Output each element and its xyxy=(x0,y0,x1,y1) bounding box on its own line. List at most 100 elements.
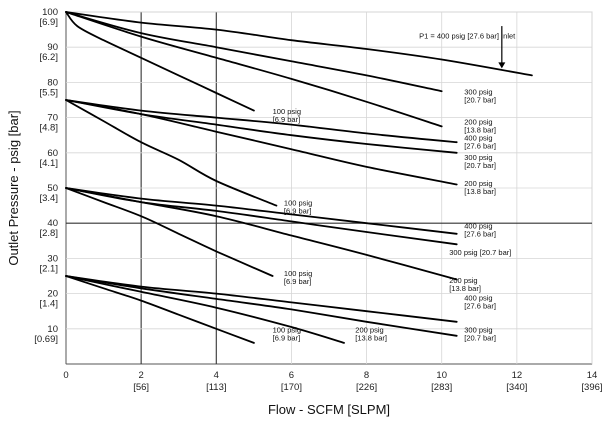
curve-label-line: 200 psig xyxy=(449,276,477,285)
curve-label-line: [20.7 bar] xyxy=(464,161,496,170)
curve-label-line: 300 psig xyxy=(464,325,492,334)
series-line xyxy=(65,99,278,207)
curve-label-line: P1 = 400 psig [27.6 bar] Inlet xyxy=(419,31,516,40)
x-tick-sublabel: [226] xyxy=(356,382,377,393)
y-tick-sublabel: [3.4] xyxy=(40,193,59,204)
x-axis-ticks: 0 2[56] 4[113] 6[170] 8[226] 10[283] 12[340] 14… xyxy=(63,370,602,393)
curve-label-line: [6.9 bar] xyxy=(284,207,312,216)
curve-label-line: 100 psig xyxy=(273,107,301,116)
curve-label-line: [6.9 bar] xyxy=(273,333,301,342)
y-tick-label: 90 xyxy=(47,42,58,53)
curve-label: 200 psig [13.8 bar] xyxy=(464,118,496,135)
y-tick-label: 10 xyxy=(47,324,58,335)
x-tick-label: 2 xyxy=(138,370,143,381)
curve-label-line: 200 psig xyxy=(355,325,383,334)
y-tick-sublabel: [0.69] xyxy=(34,334,58,345)
y-tick-label: 40 xyxy=(47,218,58,229)
curve-label: 200 psig [13.8 bar] xyxy=(355,325,387,342)
curve-label: 100 psig [6.9 bar] xyxy=(284,269,312,286)
series-line xyxy=(65,275,458,337)
curve-label-line: [6.9 bar] xyxy=(284,277,312,286)
y-tick-label: 100 xyxy=(42,7,58,18)
curve-label-line: 200 psig xyxy=(464,179,492,188)
y-tick-sublabel: [4.1] xyxy=(40,158,59,169)
x-tick-sublabel: [56] xyxy=(133,382,149,393)
curve-label: 400 psig [27.6 bar] xyxy=(464,294,496,311)
x-tick-sublabel: [170] xyxy=(281,382,302,393)
curve-label-line: 300 psig xyxy=(464,88,492,97)
series-line xyxy=(65,275,255,344)
curve-label-line: 400 psig xyxy=(464,221,492,230)
curve-label: 300 psig [20.7 bar] xyxy=(464,153,496,170)
x-axis-label: Flow - SCFM [SLPM] xyxy=(268,402,390,417)
curve-label-line: 100 psig xyxy=(273,325,301,334)
series-line xyxy=(65,275,345,344)
curve-label-line: 400 psig xyxy=(464,294,492,303)
curve-label: 100 psig [6.9 bar] xyxy=(273,107,301,124)
curve-label: 100 psig [6.9 bar] xyxy=(273,325,301,342)
x-tick-sublabel: [283] xyxy=(431,382,452,393)
curve-label: 100 psig [6.9 bar] xyxy=(284,199,312,216)
x-tick-sublabel: [340] xyxy=(506,382,527,393)
y-tick-sublabel: [2.8] xyxy=(40,228,59,239)
curve-label-line: [13.8 bar] xyxy=(464,126,496,135)
series-lines xyxy=(65,11,533,344)
curve-label-line: 300 psig xyxy=(464,153,492,162)
series-line xyxy=(65,275,458,323)
y-axis-ticks: 100[6.9] 90[6.2] 80[5.5] 70[4.8] 60[4.1] 50[3… xyxy=(34,7,58,345)
series-line xyxy=(65,11,255,112)
inlet-arrow-head xyxy=(498,62,506,69)
curve-label: P1 = 400 psig [27.6 bar] Inlet xyxy=(419,31,516,40)
y-tick-sublabel: [5.5] xyxy=(40,87,59,98)
x-tick-sublabel: [396] xyxy=(581,382,602,393)
y-tick-label: 30 xyxy=(47,253,58,264)
series-line xyxy=(65,187,458,281)
curve-label-line: [27.6 bar] xyxy=(464,141,496,150)
curve-label-line: [6.9 bar] xyxy=(273,115,301,124)
y-tick-label: 50 xyxy=(47,183,58,194)
curve-label: 300 psig [20.7 bar] xyxy=(464,325,496,342)
curve-label-line: [13.8 bar] xyxy=(464,187,496,196)
y-axis-label: Outlet Pressure - psig [bar] xyxy=(6,110,21,265)
curve-label: 300 psig [20.7 bar] xyxy=(464,88,496,105)
curve-label: 400 psig [27.6 bar] xyxy=(464,133,496,150)
curve-label-line: [13.8 bar] xyxy=(449,284,481,293)
curve-label-line: [20.7 bar] xyxy=(464,333,496,342)
y-tick-label: 80 xyxy=(47,77,58,88)
curve-label: 200 psig [13.8 bar] xyxy=(449,276,481,293)
curve-label-line: [13.8 bar] xyxy=(355,333,387,342)
series-line xyxy=(65,11,533,77)
y-tick-sublabel: [6.9] xyxy=(40,17,59,28)
x-tick-label: 6 xyxy=(289,370,294,381)
curve-label: 400 psig [27.6 bar] xyxy=(464,221,496,238)
curve-label-line: [27.6 bar] xyxy=(464,229,496,238)
y-tick-sublabel: [1.4] xyxy=(40,299,59,310)
x-tick-label: 4 xyxy=(214,370,219,381)
y-tick-label: 20 xyxy=(47,289,58,300)
x-tick-sublabel: [113] xyxy=(206,382,226,393)
x-tick-label: 12 xyxy=(512,370,523,381)
series-line xyxy=(65,99,458,144)
grid xyxy=(65,11,593,365)
curve-label-line: 300 psig [20.7 bar] xyxy=(449,248,511,257)
y-tick-label: 70 xyxy=(47,113,58,124)
curve-label: 300 psig [20.7 bar] xyxy=(449,248,511,257)
x-tick-label: 14 xyxy=(587,370,598,381)
curve-label-line: 100 psig xyxy=(284,269,312,278)
x-tick-label: 0 xyxy=(63,370,68,381)
curve-label: 200 psig [13.8 bar] xyxy=(464,179,496,196)
curve-label-line: 200 psig xyxy=(464,118,492,127)
series-line xyxy=(65,11,443,93)
curve-label-line: [27.6 bar] xyxy=(464,302,496,311)
y-tick-sublabel: [2.1] xyxy=(40,263,59,274)
series-line xyxy=(65,11,443,128)
curve-labels: 100 psig [6.9 bar]300 psig [20.7 bar]200 p… xyxy=(273,31,517,342)
series-line xyxy=(65,187,458,235)
y-tick-label: 60 xyxy=(47,148,58,159)
curve-label-line: 400 psig xyxy=(464,133,492,142)
y-tick-sublabel: [4.8] xyxy=(40,123,59,134)
x-tick-label: 8 xyxy=(364,370,369,381)
series-line xyxy=(65,99,458,186)
series-line xyxy=(65,187,274,277)
